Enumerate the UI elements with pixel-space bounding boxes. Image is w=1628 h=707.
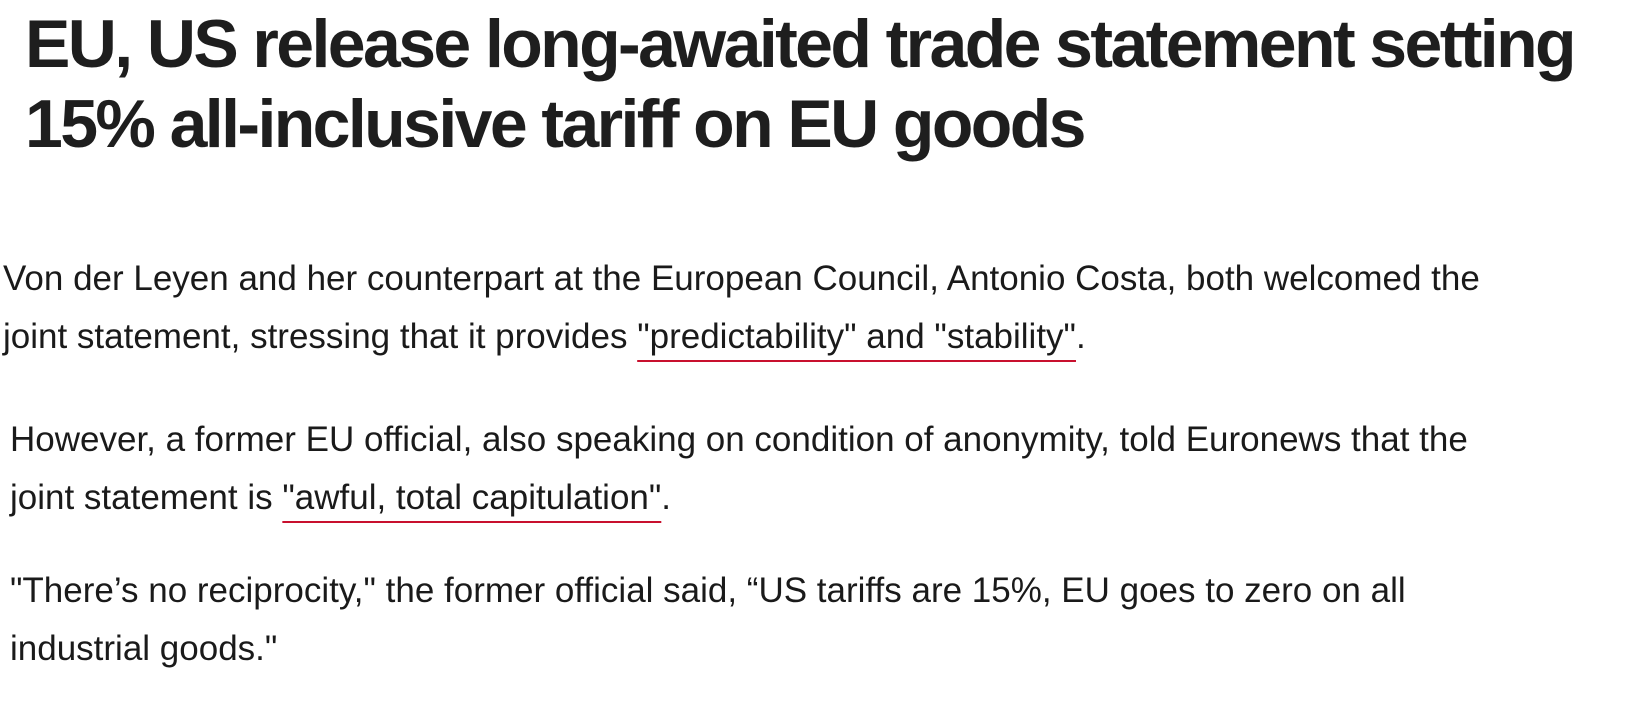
headline: EU, US release long-awaited trade statem… (25, 6, 1577, 162)
paragraph: Von der Leyen and her counterpart at the… (3, 250, 1503, 366)
text: . (1075, 317, 1086, 356)
text: Von der Leyen and her counterpart at the… (3, 259, 1480, 356)
text: "There’s no reciprocity," the former off… (10, 571, 1406, 668)
text: . (661, 478, 672, 517)
paragraph: However, a former EU official, also spea… (10, 411, 1490, 527)
text: However, a former EU official, also spea… (10, 420, 1468, 517)
highlighted-quote: "awful, total capitulation" (282, 478, 662, 517)
paragraph: "There’s no reciprocity," the former off… (10, 562, 1550, 678)
highlighted-quote: "predictability" and "stability" (637, 317, 1076, 356)
